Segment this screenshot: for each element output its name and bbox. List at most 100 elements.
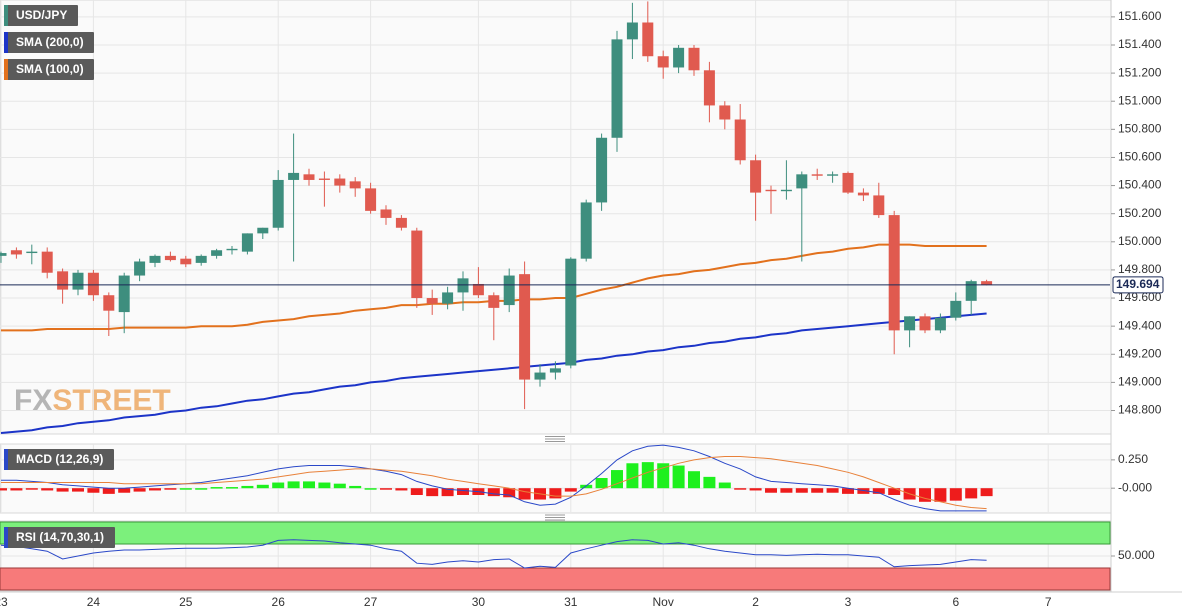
- candle-body: [796, 174, 808, 189]
- candle-body: [211, 250, 223, 256]
- macd-histogram-bar: [980, 488, 993, 497]
- candle-body: [411, 230, 423, 299]
- candle-body: [857, 192, 869, 196]
- candle-body: [565, 258, 577, 366]
- macd-histogram-bar: [626, 463, 639, 489]
- macd-histogram-bar: [657, 463, 670, 489]
- y-tick-label: 151.600: [1118, 9, 1162, 23]
- candle-body: [472, 283, 484, 296]
- macd-histogram-bar: [888, 488, 901, 495]
- candle-body: [765, 189, 777, 192]
- candle-body: [519, 274, 531, 380]
- macd-histogram-bar: [349, 485, 362, 489]
- candle-body: [626, 22, 638, 40]
- candle-body: [904, 316, 916, 331]
- last-price-label: 149.694: [1116, 277, 1160, 291]
- macd-histogram-bar: [133, 488, 146, 492]
- candle-body: [888, 215, 900, 331]
- y-tick-label: 149.400: [1118, 318, 1162, 332]
- rsi-line: [0, 539, 987, 569]
- candle-body: [642, 22, 654, 57]
- y-tick-label: 150.600: [1118, 150, 1162, 164]
- candle-body: [534, 372, 546, 380]
- macd-histogram-bar: [641, 462, 654, 489]
- y-tick-label: 149.800: [1118, 262, 1162, 276]
- y-tick-label: 151.400: [1118, 37, 1162, 51]
- macd-histogram-bar: [734, 488, 747, 490]
- candle-body: [611, 39, 623, 138]
- candle-body: [811, 174, 823, 176]
- candle-body: [164, 255, 176, 261]
- candle-body: [950, 300, 962, 318]
- legend-box: [4, 59, 94, 80]
- y-tick-label: 150.200: [1118, 206, 1162, 220]
- last-price-box: [1112, 276, 1164, 294]
- macd-histogram-bar: [780, 488, 793, 493]
- legend-swatch: [4, 527, 8, 548]
- macd-histogram-bar: [195, 488, 208, 490]
- candle-body: [103, 295, 115, 311]
- legend-swatch: [4, 5, 8, 26]
- candle-body: [380, 209, 392, 218]
- candle-body: [580, 202, 592, 259]
- candle-body: [57, 271, 69, 290]
- candle-body: [87, 272, 99, 296]
- macd-histogram-bar: [672, 465, 685, 489]
- macd-histogram-bar: [241, 485, 254, 489]
- macd-histogram-bar: [949, 488, 962, 501]
- x-tick-label: 7: [1045, 595, 1052, 609]
- x-tick-label: 30: [472, 595, 486, 609]
- y-tick-label: 150.800: [1118, 122, 1162, 136]
- x-tick-label: 31: [564, 595, 578, 609]
- macd-histogram-bar: [611, 470, 623, 489]
- legend-item[interactable]: SMA (100,0): [4, 59, 94, 80]
- panel-splitter[interactable]: [545, 514, 565, 521]
- y-tick-label: 50.000: [1118, 548, 1155, 562]
- legend-item[interactable]: MACD (12,26,9): [4, 449, 114, 470]
- panel-splitter[interactable]: [545, 436, 565, 442]
- y-tick-label: -0.000: [1118, 480, 1152, 494]
- x-tick-label: 2: [752, 595, 759, 609]
- candle-body: [442, 292, 454, 304]
- candle-body: [134, 261, 146, 276]
- candle-body: [750, 160, 762, 193]
- candle-body: [241, 233, 253, 252]
- candle-body: [0, 253, 7, 256]
- macd-histogram-bar: [25, 488, 38, 490]
- candle-body: [503, 275, 515, 306]
- candle-body: [827, 174, 839, 176]
- macd-histogram-bar: [102, 488, 115, 494]
- y-tick-label: 151.200: [1118, 65, 1162, 79]
- candle-body: [318, 178, 330, 180]
- macd-histogram-bar: [10, 488, 23, 491]
- legend-item[interactable]: SMA (200,0): [4, 32, 94, 53]
- legend-box: [4, 449, 114, 470]
- macd-histogram-bar: [457, 488, 469, 495]
- macd-histogram-bar: [226, 487, 238, 489]
- candle-body: [334, 178, 346, 186]
- macd-histogram-bar: [965, 488, 978, 499]
- candle-body: [180, 258, 192, 265]
- candle-body: [426, 298, 438, 304]
- macd-histogram-bar: [749, 488, 762, 491]
- macd-histogram-bar: [795, 488, 808, 493]
- macd-histogram-bar: [303, 481, 315, 489]
- macd-histogram-bar: [765, 488, 777, 493]
- legend-item[interactable]: RSI (14,70,30,1): [4, 527, 115, 548]
- y-tick-label: 148.800: [1118, 403, 1162, 417]
- candle-body: [288, 172, 300, 180]
- candle-body: [734, 119, 746, 161]
- macd-histogram-bar: [87, 488, 100, 493]
- candle-body: [688, 47, 700, 71]
- candle-body: [549, 368, 561, 373]
- legend-item[interactable]: USD/JPY: [4, 5, 78, 26]
- candle-body: [365, 188, 377, 211]
- macd-histogram-bar: [503, 488, 516, 498]
- candle-body: [257, 227, 269, 234]
- legend-swatch: [4, 449, 8, 470]
- candle-body: [596, 137, 608, 203]
- macd-histogram-bar: [842, 488, 854, 494]
- macd-histogram-bar: [549, 488, 562, 499]
- macd-histogram-bar: [287, 481, 300, 489]
- legend-swatch: [4, 32, 8, 53]
